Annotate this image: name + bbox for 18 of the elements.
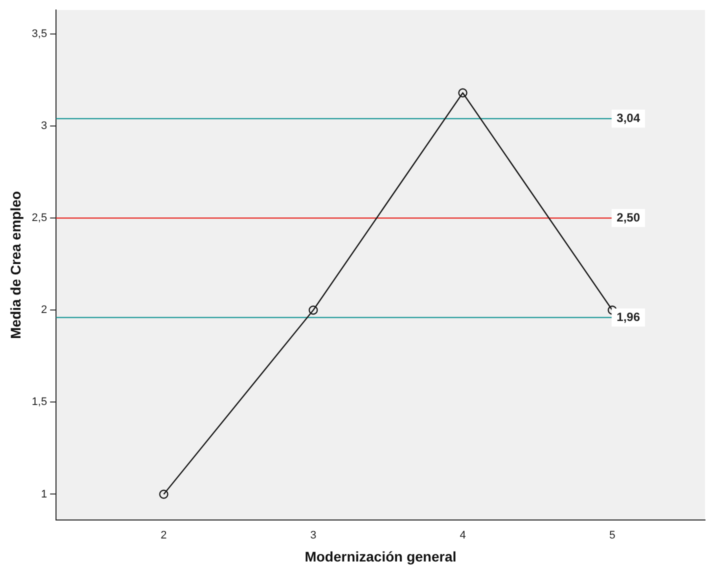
x-tick-label: 2 [160, 530, 167, 542]
point [159, 490, 168, 499]
ref-line-label: 2,50 [616, 210, 640, 224]
y-tick-label: 3 [40, 120, 48, 132]
x-axis-title: Modernización general [304, 548, 456, 564]
ref-line-label: 1,96 [616, 310, 640, 324]
y-tick-label: 1,5 [32, 396, 48, 408]
y-tick-label: 2 [40, 304, 48, 316]
y-tick-label: 3,5 [32, 28, 48, 40]
point [458, 88, 468, 98]
x-tick-label: 4 [460, 530, 466, 542]
y-tick-label: 2,5 [32, 212, 48, 224]
y-tick-label: 1 [40, 488, 48, 500]
y-axis-title: Media de Crea empleo [7, 191, 24, 339]
x-tick-label: 5 [609, 530, 616, 542]
point [308, 306, 318, 315]
ref-line-label: 3,04 [616, 110, 640, 125]
x-tick-label: 3 [310, 530, 316, 542]
